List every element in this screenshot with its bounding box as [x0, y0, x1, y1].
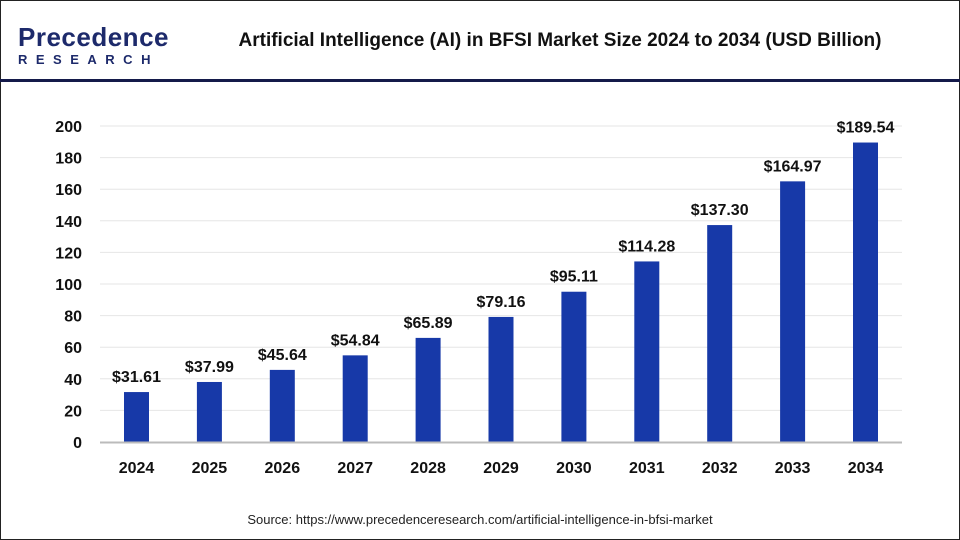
x-tick-label: 2031 [629, 460, 665, 477]
x-tick-label: 2029 [483, 460, 519, 477]
data-label: $54.84 [331, 332, 380, 349]
logo-line2: RESEARCH [18, 52, 159, 67]
x-tick-label: 2024 [119, 460, 155, 477]
bar-2027 [342, 355, 368, 442]
x-tick-label: 2032 [702, 460, 738, 477]
data-label: $65.89 [404, 315, 453, 332]
bar-2024 [124, 392, 149, 442]
source-text: Source: https://www.precedenceresearch.c… [247, 512, 713, 527]
y-tick-label: 160 [55, 182, 82, 199]
x-tick-label: 2026 [265, 460, 301, 477]
data-label: $37.99 [185, 359, 234, 376]
bar-2030 [561, 291, 587, 442]
logo-line1: Precedence [18, 22, 169, 52]
bar-2029 [488, 316, 514, 442]
data-label: $189.54 [837, 120, 895, 137]
bar-2034 [853, 142, 878, 442]
header-divider [0, 79, 960, 82]
chart-title: Artificial Intelligence (AI) in BFSI Mar… [238, 30, 882, 51]
bar-2031 [634, 261, 660, 442]
y-tick-label: 20 [64, 403, 82, 420]
x-tick-label: 2030 [556, 460, 592, 477]
bar-2028 [415, 337, 441, 442]
x-tick-label: 2033 [775, 460, 811, 477]
x-tick-label: 2027 [337, 460, 373, 477]
data-label: $95.11 [550, 269, 598, 286]
y-tick-label: 120 [55, 245, 82, 262]
bar-2033 [780, 181, 806, 442]
data-label: $45.64 [258, 347, 307, 364]
y-tick-label: 100 [55, 277, 82, 294]
data-label: $164.97 [764, 158, 822, 175]
y-tick-label: 200 [55, 119, 82, 136]
data-label: $114.28 [618, 238, 675, 255]
y-tick-label: 60 [64, 340, 82, 357]
data-label: $79.16 [477, 294, 526, 311]
x-tick-label: 2025 [192, 460, 228, 477]
bar-2032 [707, 225, 733, 442]
y-tick-label: 0 [73, 435, 82, 452]
y-tick-label: 40 [64, 372, 82, 389]
data-label: $137.30 [691, 202, 749, 219]
bar-2026 [269, 369, 295, 442]
data-label: $31.61 [112, 369, 161, 386]
x-tick-label: 2028 [410, 460, 446, 477]
x-tick-label: 2034 [848, 460, 884, 477]
bar-2025 [196, 381, 222, 442]
y-tick-label: 140 [55, 214, 82, 231]
y-tick-label: 80 [64, 309, 82, 326]
precedence-research-logo: Precedence RESEARCH [18, 24, 169, 67]
y-tick-label: 180 [55, 151, 82, 168]
